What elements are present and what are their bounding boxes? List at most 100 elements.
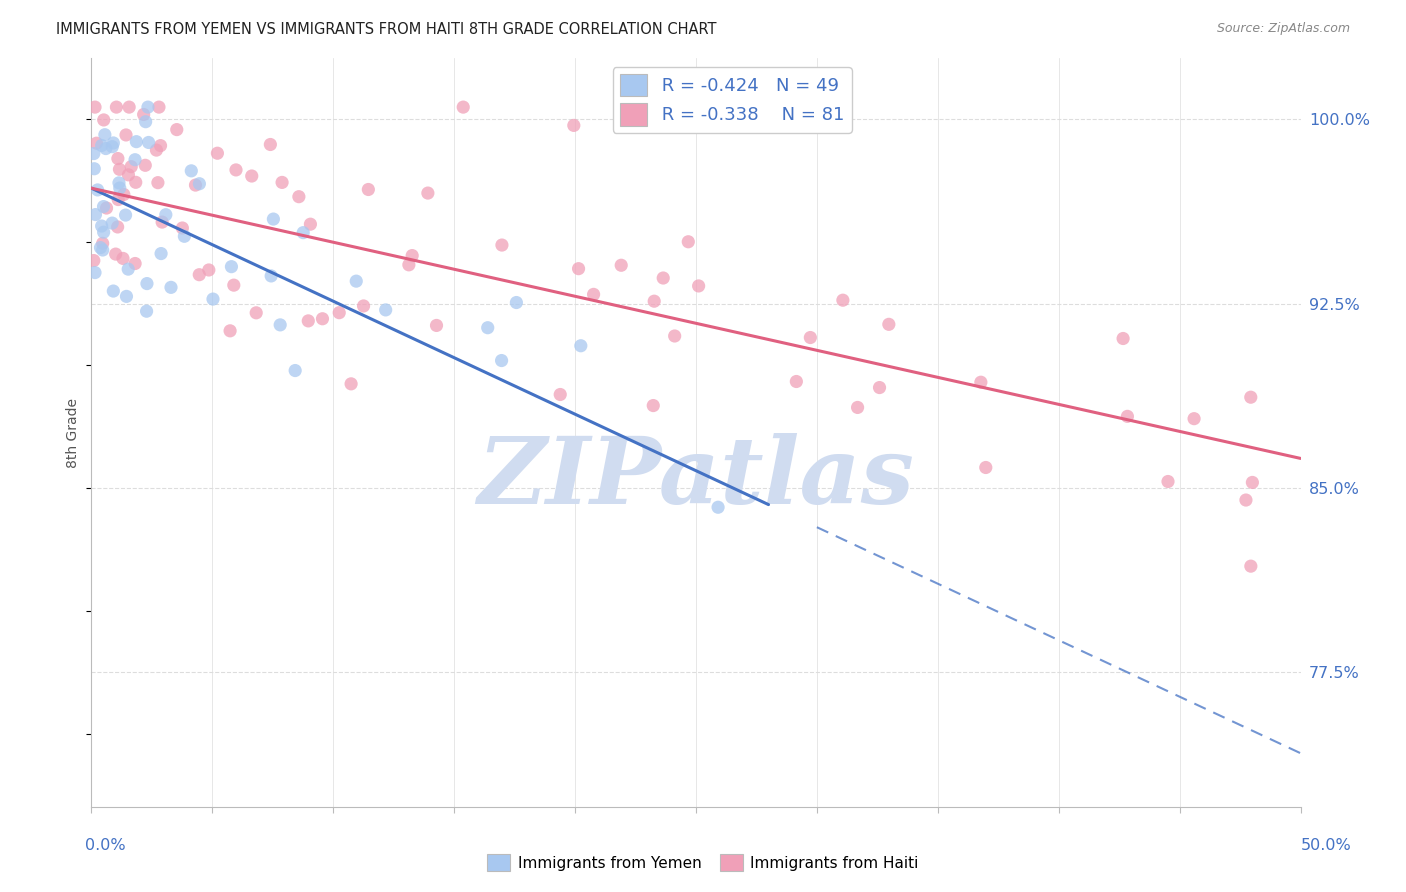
Point bbox=[416, 186, 439, 200]
Point bbox=[831, 293, 853, 308]
Point bbox=[262, 212, 284, 227]
Point bbox=[148, 100, 170, 114]
Point bbox=[117, 168, 139, 182]
Point bbox=[299, 217, 322, 231]
Point bbox=[799, 330, 821, 344]
Point bbox=[491, 353, 513, 368]
Point bbox=[150, 246, 173, 260]
Point bbox=[260, 268, 283, 283]
Point bbox=[111, 252, 134, 266]
Point bbox=[104, 247, 127, 261]
Text: IMMIGRANTS FROM YEMEN VS IMMIGRANTS FROM HAITI 8TH GRADE CORRELATION CHART: IMMIGRANTS FROM YEMEN VS IMMIGRANTS FROM… bbox=[56, 22, 717, 37]
Point bbox=[877, 318, 900, 332]
Point bbox=[145, 143, 167, 157]
Point bbox=[425, 318, 447, 333]
Point bbox=[198, 263, 221, 277]
Point bbox=[974, 460, 997, 475]
Point bbox=[107, 152, 129, 166]
Point bbox=[451, 100, 474, 114]
Point bbox=[101, 216, 124, 230]
Point bbox=[688, 279, 710, 293]
Point bbox=[548, 387, 571, 401]
Point bbox=[83, 161, 105, 176]
Point bbox=[124, 256, 146, 270]
Point bbox=[652, 271, 675, 285]
Point bbox=[112, 187, 135, 202]
Point bbox=[869, 380, 891, 394]
Point bbox=[115, 128, 138, 142]
Point bbox=[118, 100, 141, 114]
Point bbox=[173, 229, 195, 244]
Point bbox=[225, 162, 247, 177]
Point bbox=[136, 277, 159, 291]
Point bbox=[107, 219, 129, 234]
Point bbox=[91, 236, 114, 251]
Text: Source: ZipAtlas.com: Source: ZipAtlas.com bbox=[1216, 22, 1350, 36]
Point bbox=[188, 268, 211, 282]
Point bbox=[1112, 331, 1135, 345]
Point bbox=[90, 138, 112, 153]
Point bbox=[125, 135, 148, 149]
Text: 50.0%: 50.0% bbox=[1301, 838, 1351, 853]
Point bbox=[93, 225, 115, 239]
Point bbox=[357, 182, 380, 196]
Point bbox=[101, 139, 124, 153]
Point bbox=[284, 363, 307, 377]
Point bbox=[401, 249, 423, 263]
Point bbox=[1240, 559, 1263, 574]
Point bbox=[491, 238, 513, 252]
Point bbox=[108, 181, 131, 195]
Point bbox=[120, 160, 142, 174]
Point bbox=[103, 136, 125, 150]
Point bbox=[93, 112, 115, 127]
Point bbox=[297, 314, 319, 328]
Point bbox=[105, 100, 128, 114]
Point bbox=[582, 287, 605, 301]
Point bbox=[91, 243, 114, 257]
Point bbox=[477, 320, 499, 334]
Point bbox=[107, 193, 129, 207]
Point bbox=[96, 201, 118, 215]
Point bbox=[259, 137, 281, 152]
Point bbox=[505, 295, 527, 310]
Point bbox=[149, 138, 172, 153]
Point bbox=[146, 176, 169, 190]
Point bbox=[136, 100, 159, 114]
Point bbox=[94, 142, 117, 156]
Point bbox=[84, 208, 107, 222]
Point bbox=[569, 339, 592, 353]
Point bbox=[311, 311, 333, 326]
Point bbox=[201, 292, 224, 306]
Point bbox=[93, 200, 115, 214]
Point bbox=[166, 122, 188, 136]
Point bbox=[678, 235, 700, 249]
Point bbox=[643, 399, 665, 413]
Point bbox=[353, 299, 375, 313]
Point bbox=[785, 375, 807, 389]
Point bbox=[1182, 411, 1205, 425]
Text: 0.0%: 0.0% bbox=[86, 838, 125, 853]
Point bbox=[222, 278, 245, 293]
Point bbox=[108, 176, 131, 190]
Point bbox=[219, 324, 242, 338]
Point bbox=[83, 253, 105, 268]
Point bbox=[94, 128, 117, 142]
Point bbox=[172, 221, 194, 235]
Point bbox=[398, 258, 420, 272]
Point bbox=[188, 177, 211, 191]
Point bbox=[84, 266, 107, 280]
Point bbox=[221, 260, 243, 274]
Point bbox=[610, 258, 633, 272]
Point bbox=[288, 190, 311, 204]
Point bbox=[1241, 475, 1264, 490]
Point bbox=[292, 226, 315, 240]
Point bbox=[664, 329, 686, 343]
Y-axis label: 8th Grade: 8th Grade bbox=[66, 398, 80, 467]
Point bbox=[135, 304, 157, 318]
Point bbox=[155, 208, 177, 222]
Point bbox=[180, 164, 202, 178]
Point bbox=[124, 153, 146, 167]
Point bbox=[138, 136, 160, 150]
Legend: Immigrants from Yemen, Immigrants from Haiti: Immigrants from Yemen, Immigrants from H… bbox=[481, 848, 925, 877]
Point bbox=[84, 100, 107, 114]
